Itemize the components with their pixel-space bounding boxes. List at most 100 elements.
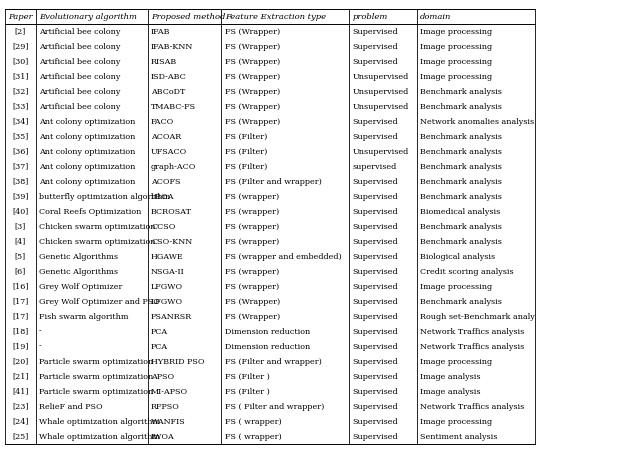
Text: Supervised: Supervised bbox=[353, 58, 398, 65]
Text: FS (wrapper): FS (wrapper) bbox=[225, 223, 279, 230]
Text: Supervised: Supervised bbox=[353, 133, 398, 141]
Text: Artificial bee colony: Artificial bee colony bbox=[39, 73, 120, 81]
Text: [3]: [3] bbox=[15, 223, 26, 230]
Text: Chicken swarm optimization: Chicken swarm optimization bbox=[39, 223, 156, 230]
Text: Particle swarm optimization: Particle swarm optimization bbox=[39, 373, 154, 381]
Text: Artificial bee colony: Artificial bee colony bbox=[39, 42, 120, 51]
Text: Network Traffics analysis: Network Traffics analysis bbox=[420, 403, 524, 411]
Text: Credit scoring analysis: Credit scoring analysis bbox=[420, 267, 513, 276]
Text: ACOFS: ACOFS bbox=[151, 178, 180, 186]
Text: [34]: [34] bbox=[12, 118, 29, 125]
Text: Fish swarm algorithm: Fish swarm algorithm bbox=[39, 313, 129, 321]
Text: Grey Wolf Optimizer and PSO: Grey Wolf Optimizer and PSO bbox=[39, 298, 160, 306]
Text: Image processing: Image processing bbox=[420, 42, 492, 51]
Text: Benchmark analysis: Benchmark analysis bbox=[420, 178, 502, 186]
Text: IFAB-KNN: IFAB-KNN bbox=[151, 42, 193, 51]
Text: Benchmark analysis: Benchmark analysis bbox=[420, 147, 502, 156]
Text: Supervised: Supervised bbox=[353, 358, 398, 366]
Text: Supervised: Supervised bbox=[353, 28, 398, 36]
Text: CSO-KNN: CSO-KNN bbox=[151, 238, 192, 246]
Text: [30]: [30] bbox=[12, 58, 29, 65]
Text: Supervised: Supervised bbox=[353, 388, 398, 396]
Text: IFAB: IFAB bbox=[151, 28, 170, 36]
Text: Supervised: Supervised bbox=[353, 313, 398, 321]
Text: Benchmark analysis: Benchmark analysis bbox=[420, 102, 502, 110]
Text: HYBRID PSO: HYBRID PSO bbox=[151, 358, 205, 366]
Text: Proposed method: Proposed method bbox=[151, 13, 225, 21]
Text: PCA: PCA bbox=[151, 343, 168, 351]
Text: [37]: [37] bbox=[12, 163, 29, 170]
Text: FS (wrapper): FS (wrapper) bbox=[225, 238, 279, 246]
Text: APSO: APSO bbox=[151, 373, 174, 381]
Text: FS ( Filter and wrapper): FS ( Filter and wrapper) bbox=[225, 403, 324, 411]
Text: Unsupervised: Unsupervised bbox=[353, 87, 409, 96]
Text: Ant colony optimization: Ant colony optimization bbox=[39, 133, 136, 141]
Text: Image processing: Image processing bbox=[420, 28, 492, 36]
Text: Network anomalies analysis: Network anomalies analysis bbox=[420, 118, 534, 125]
Text: -: - bbox=[39, 343, 42, 351]
Text: Network Traffics analysis: Network Traffics analysis bbox=[420, 343, 524, 351]
Text: [32]: [32] bbox=[12, 87, 29, 96]
Text: Supervised: Supervised bbox=[353, 328, 398, 336]
Text: [38]: [38] bbox=[12, 178, 29, 186]
Text: [25]: [25] bbox=[12, 433, 29, 441]
Text: FS ( wrapper): FS ( wrapper) bbox=[225, 433, 282, 441]
Text: -: - bbox=[39, 328, 42, 336]
Text: Chicken swarm optimization: Chicken swarm optimization bbox=[39, 238, 156, 246]
Text: FS (Wrapper): FS (Wrapper) bbox=[225, 58, 280, 65]
Text: [31]: [31] bbox=[12, 73, 29, 81]
Text: Supervised: Supervised bbox=[353, 298, 398, 306]
Text: Supervised: Supervised bbox=[353, 42, 398, 51]
Text: Image processing: Image processing bbox=[420, 358, 492, 366]
Text: [39]: [39] bbox=[12, 193, 29, 201]
Text: Supervised: Supervised bbox=[353, 418, 398, 426]
Text: Benchmark analysis: Benchmark analysis bbox=[420, 223, 502, 230]
Text: Benchmark analysis: Benchmark analysis bbox=[420, 238, 502, 246]
Text: FS (Wrapper): FS (Wrapper) bbox=[225, 313, 280, 321]
Text: domain: domain bbox=[420, 13, 451, 21]
Text: problem: problem bbox=[353, 13, 388, 21]
Text: Network Traffics analysis: Network Traffics analysis bbox=[420, 328, 524, 336]
Text: [5]: [5] bbox=[15, 253, 26, 261]
Text: FS (Wrapper): FS (Wrapper) bbox=[225, 118, 280, 125]
Text: FS (wrapper and embedded): FS (wrapper and embedded) bbox=[225, 253, 341, 261]
Text: LFGWO: LFGWO bbox=[151, 283, 183, 290]
Text: Supervised: Supervised bbox=[353, 433, 398, 441]
Text: Feature Extraction type: Feature Extraction type bbox=[225, 13, 326, 21]
Text: HGAWE: HGAWE bbox=[151, 253, 184, 261]
Text: FS (Wrapper): FS (Wrapper) bbox=[225, 42, 280, 51]
Text: Artificial bee colony: Artificial bee colony bbox=[39, 58, 120, 65]
Text: FS (Wrapper): FS (Wrapper) bbox=[225, 87, 280, 96]
Text: Unsupervised: Unsupervised bbox=[353, 147, 409, 156]
Text: FS (wrapper): FS (wrapper) bbox=[225, 267, 279, 276]
Text: [41]: [41] bbox=[12, 388, 29, 396]
Text: TMABC-FS: TMABC-FS bbox=[151, 102, 196, 110]
Text: RISAB: RISAB bbox=[151, 58, 177, 65]
Text: Supervised: Supervised bbox=[353, 373, 398, 381]
Text: Ant colony optimization: Ant colony optimization bbox=[39, 147, 136, 156]
Text: Supervised: Supervised bbox=[353, 253, 398, 261]
Text: Supervised: Supervised bbox=[353, 193, 398, 201]
Text: FS (Filter ): FS (Filter ) bbox=[225, 388, 269, 396]
Text: [23]: [23] bbox=[12, 403, 29, 411]
Text: Particle swarm optimization: Particle swarm optimization bbox=[39, 358, 154, 366]
Text: Benchmark analysis: Benchmark analysis bbox=[420, 193, 502, 201]
Text: Supervised: Supervised bbox=[353, 267, 398, 276]
Text: [40]: [40] bbox=[12, 207, 29, 216]
Text: Supervised: Supervised bbox=[353, 283, 398, 290]
Text: Image processing: Image processing bbox=[420, 73, 492, 81]
Text: [16]: [16] bbox=[12, 283, 29, 290]
Text: Supervised: Supervised bbox=[353, 403, 398, 411]
Text: Genetic Algorithms: Genetic Algorithms bbox=[39, 253, 118, 261]
Text: Genetic Algorithms: Genetic Algorithms bbox=[39, 267, 118, 276]
Text: FS (Wrapper): FS (Wrapper) bbox=[225, 298, 280, 306]
Text: Image analysis: Image analysis bbox=[420, 388, 481, 396]
Text: FACO: FACO bbox=[151, 118, 174, 125]
Text: FS (Filter and wrapper): FS (Filter and wrapper) bbox=[225, 178, 321, 186]
Text: ISD-ABC: ISD-ABC bbox=[151, 73, 187, 81]
Text: Benchmark analysis: Benchmark analysis bbox=[420, 298, 502, 306]
Text: Rough set-Benchmark analy: Rough set-Benchmark analy bbox=[420, 313, 534, 321]
Text: [33]: [33] bbox=[12, 102, 29, 110]
Text: RelieF and PSO: RelieF and PSO bbox=[39, 403, 102, 411]
Text: CCSO: CCSO bbox=[151, 223, 175, 230]
